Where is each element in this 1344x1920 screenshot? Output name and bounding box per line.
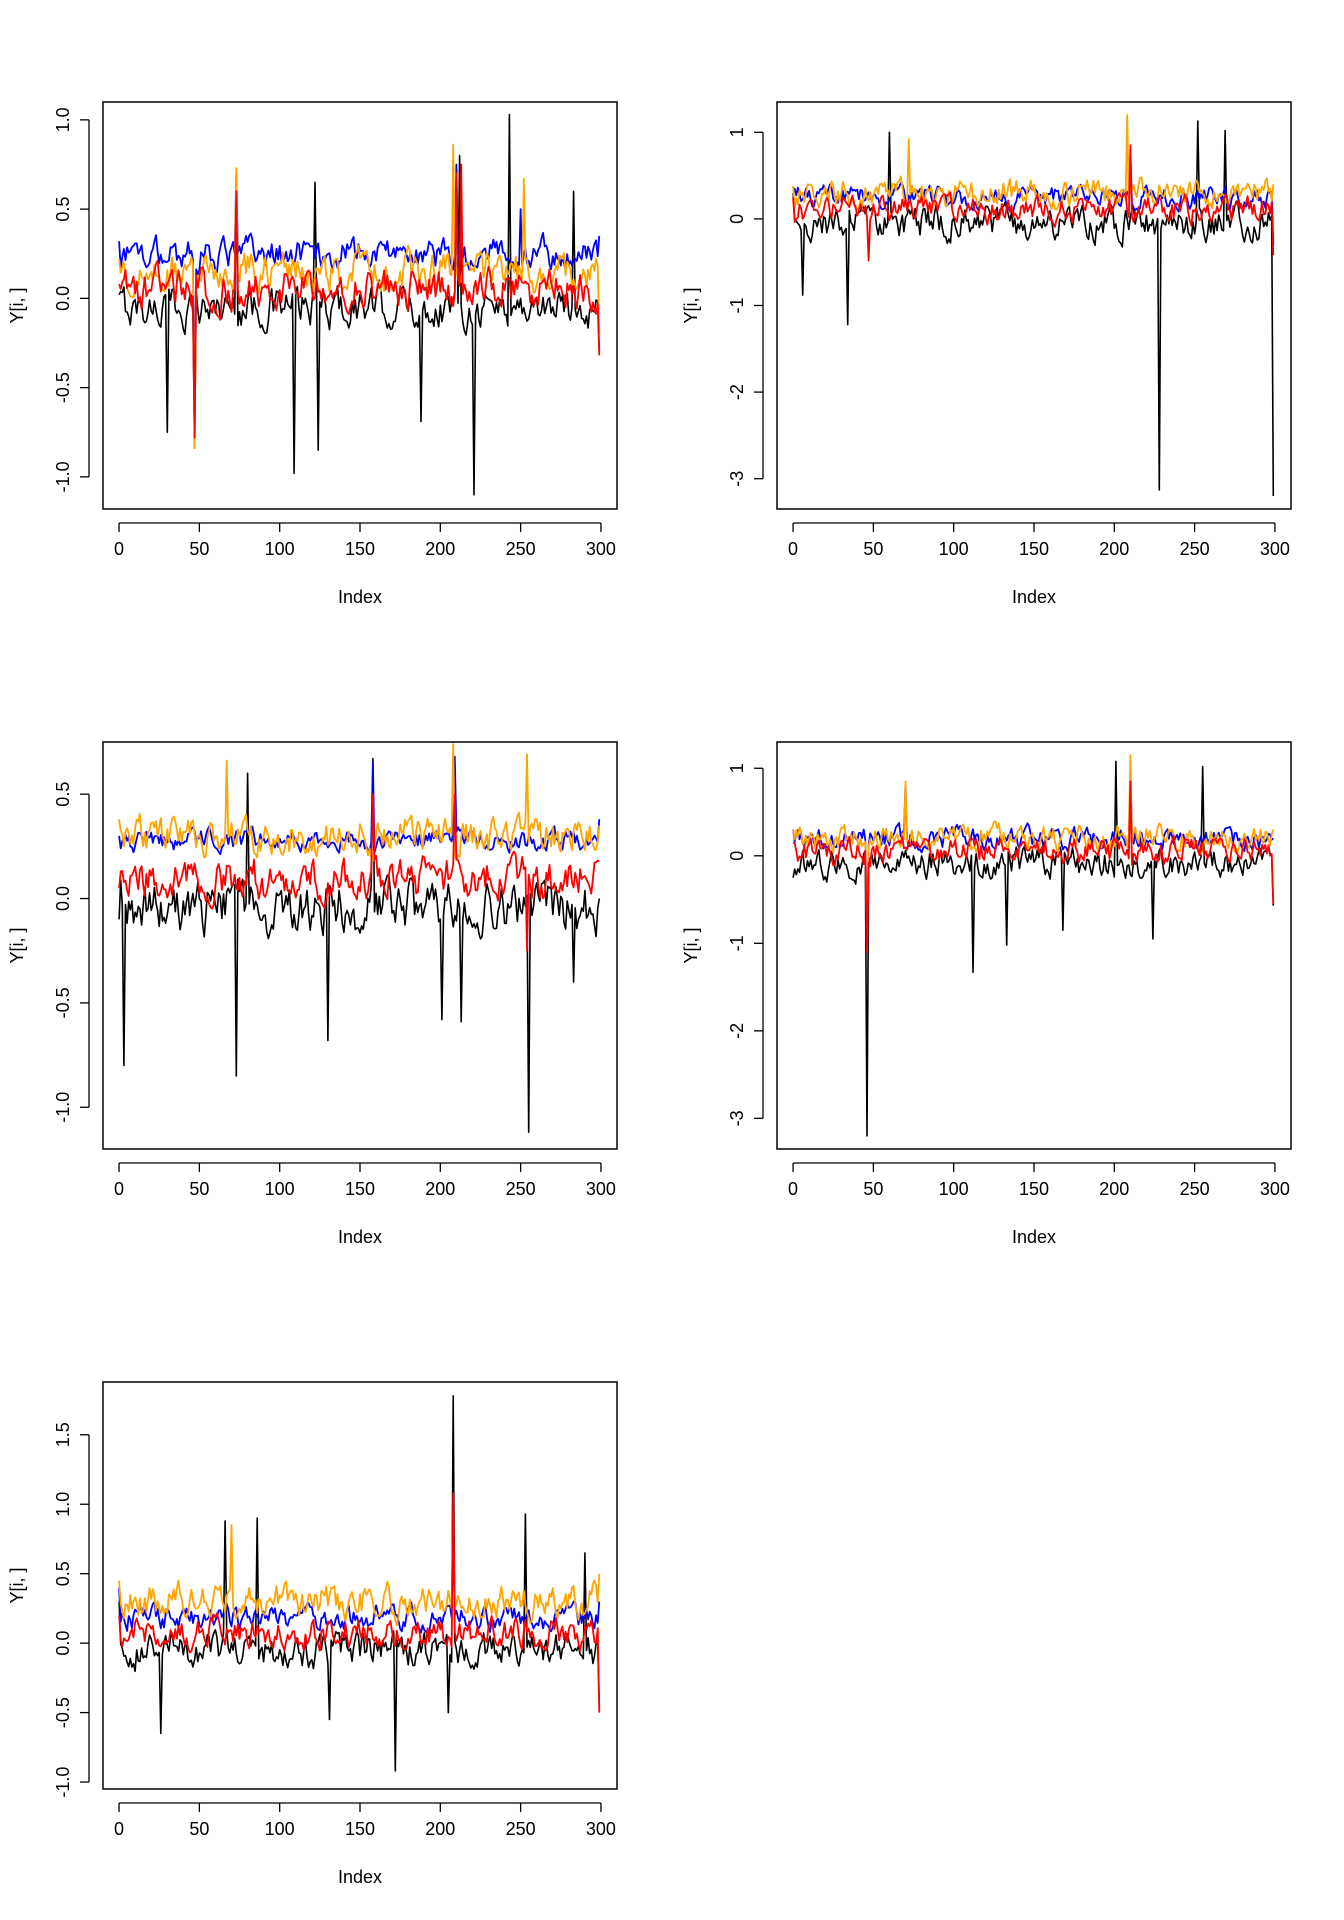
y-tick-label: 0.5	[53, 1561, 73, 1586]
x-tick-label: 100	[939, 539, 969, 559]
x-tick-label: 300	[586, 1819, 616, 1839]
y-axis-label: Y[i, ]	[7, 287, 27, 323]
y-tick-label: 1.5	[53, 1422, 73, 1447]
series-line-black	[792, 760, 1275, 1137]
series-line-orange	[792, 114, 1275, 211]
series-line-red	[118, 1492, 601, 1713]
y-tick-label: -0.5	[53, 1697, 73, 1728]
y-tick-label: -1	[727, 935, 747, 951]
x-axis-label: Index	[1012, 1227, 1056, 1247]
x-tick-label: 250	[506, 1819, 536, 1839]
x-tick-label: 50	[189, 539, 209, 559]
series-line-orange	[118, 1524, 601, 1627]
series-line-orange	[792, 754, 1275, 953]
panel-2: 0 50 100 150 200 250 300 Index -3 -2 -1 0 1 Y[i, ]	[681, 101, 1292, 607]
panel-5: 0 50 100 150 200 250 300 Index -1.0 -0.5 0.0 0.5 1.0…	[7, 1381, 618, 1887]
panel-1: 0 50 100 150 200 250 300 Index -1.0 -0.5 0.0 0.5 1.0…	[7, 101, 618, 607]
y-tick-label: -0.5	[53, 372, 73, 403]
series-line-black	[118, 757, 601, 1134]
y-axis-label: Y[i, ]	[7, 1567, 27, 1603]
series-line-orange	[118, 743, 601, 863]
series-line-blue	[793, 153, 1275, 245]
x-tick-label: 150	[345, 539, 375, 559]
y-tick-label: 1.0	[53, 1492, 73, 1517]
plot-frame	[102, 1381, 618, 1790]
x-tick-label: 150	[345, 1819, 375, 1839]
plot-frame	[102, 741, 618, 1150]
x-tick-label: 50	[189, 1179, 209, 1199]
y-tick-label: 1.0	[53, 107, 73, 132]
x-axis-label: Index	[338, 587, 382, 607]
y-axis-label: Y[i, ]	[7, 927, 27, 963]
x-tick-label: 150	[1019, 1179, 1049, 1199]
y-tick-label: -1.0	[53, 1092, 73, 1123]
x-tick-label: 200	[1099, 1179, 1129, 1199]
x-tick-label: 0	[114, 1819, 124, 1839]
y-tick-label: 1	[727, 763, 747, 773]
y-tick-label: -2	[727, 1023, 747, 1039]
x-tick-label: 0	[788, 539, 798, 559]
x-axis-label: Index	[338, 1867, 382, 1887]
x-tick-label: 300	[586, 1179, 616, 1199]
x-tick-label: 150	[345, 1179, 375, 1199]
x-axis-label: Index	[338, 1227, 382, 1247]
x-tick-label: 100	[939, 1179, 969, 1199]
y-tick-label: 0.0	[53, 286, 73, 311]
x-tick-label: 150	[1019, 539, 1049, 559]
series-line-red	[118, 793, 600, 952]
y-tick-label: -2	[727, 384, 747, 400]
series-line-black	[118, 1395, 601, 1772]
y-axis-label: Y[i, ]	[681, 927, 701, 963]
panel-4: 0 50 100 150 200 250 300 Index -3 -2 -1 0 1 Y[i, ]	[681, 741, 1292, 1247]
plot-frame	[102, 101, 618, 510]
y-tick-label: -3	[727, 471, 747, 487]
panel-3: 0 50 100 150 200 250 300 Index -1.0 -0.5 0.0 0.5 Y[i…	[7, 741, 618, 1247]
y-tick-label: 0.5	[53, 197, 73, 222]
x-tick-label: 50	[189, 1819, 209, 1839]
y-tick-label: -1	[727, 297, 747, 313]
series-line-blue	[118, 755, 601, 856]
y-tick-label: -1.0	[53, 1767, 73, 1798]
x-tick-label: 50	[863, 1179, 883, 1199]
x-tick-label: 100	[265, 1819, 295, 1839]
y-tick-label: -0.5	[53, 987, 73, 1018]
x-tick-label: 200	[425, 539, 455, 559]
x-tick-label: 200	[1099, 539, 1129, 559]
x-tick-label: 200	[425, 1179, 455, 1199]
x-axis-label: Index	[1012, 587, 1056, 607]
y-tick-label: 0.5	[53, 782, 73, 807]
x-tick-label: 250	[506, 539, 536, 559]
x-tick-label: 0	[114, 539, 124, 559]
x-tick-label: 100	[265, 539, 295, 559]
series-line-black	[118, 113, 601, 496]
series-line-red	[792, 144, 1275, 262]
x-tick-label: 300	[1260, 1179, 1290, 1199]
y-tick-label: 0	[727, 851, 747, 861]
plot-frame	[776, 741, 1292, 1150]
series-line-red	[118, 163, 601, 439]
x-tick-label: 100	[265, 1179, 295, 1199]
y-tick-label: 0	[727, 214, 747, 224]
x-tick-label: 250	[1180, 539, 1210, 559]
y-tick-label: 0.0	[53, 1631, 73, 1656]
x-tick-label: 0	[114, 1179, 124, 1199]
y-axis-label: Y[i, ]	[681, 287, 701, 323]
series-line-red	[792, 780, 1275, 953]
x-tick-label: 0	[788, 1179, 798, 1199]
x-tick-label: 200	[425, 1819, 455, 1839]
x-tick-label: 50	[863, 539, 883, 559]
y-tick-label: -3	[727, 1110, 747, 1126]
y-tick-label: 1	[727, 127, 747, 137]
x-tick-label: 250	[506, 1179, 536, 1199]
x-tick-label: 250	[1180, 1179, 1210, 1199]
x-tick-label: 300	[586, 539, 616, 559]
plot-frame	[776, 101, 1292, 510]
series-line-black	[792, 120, 1275, 497]
y-tick-label: 0.0	[53, 886, 73, 911]
x-tick-label: 300	[1260, 539, 1290, 559]
y-tick-label: -1.0	[53, 461, 73, 492]
